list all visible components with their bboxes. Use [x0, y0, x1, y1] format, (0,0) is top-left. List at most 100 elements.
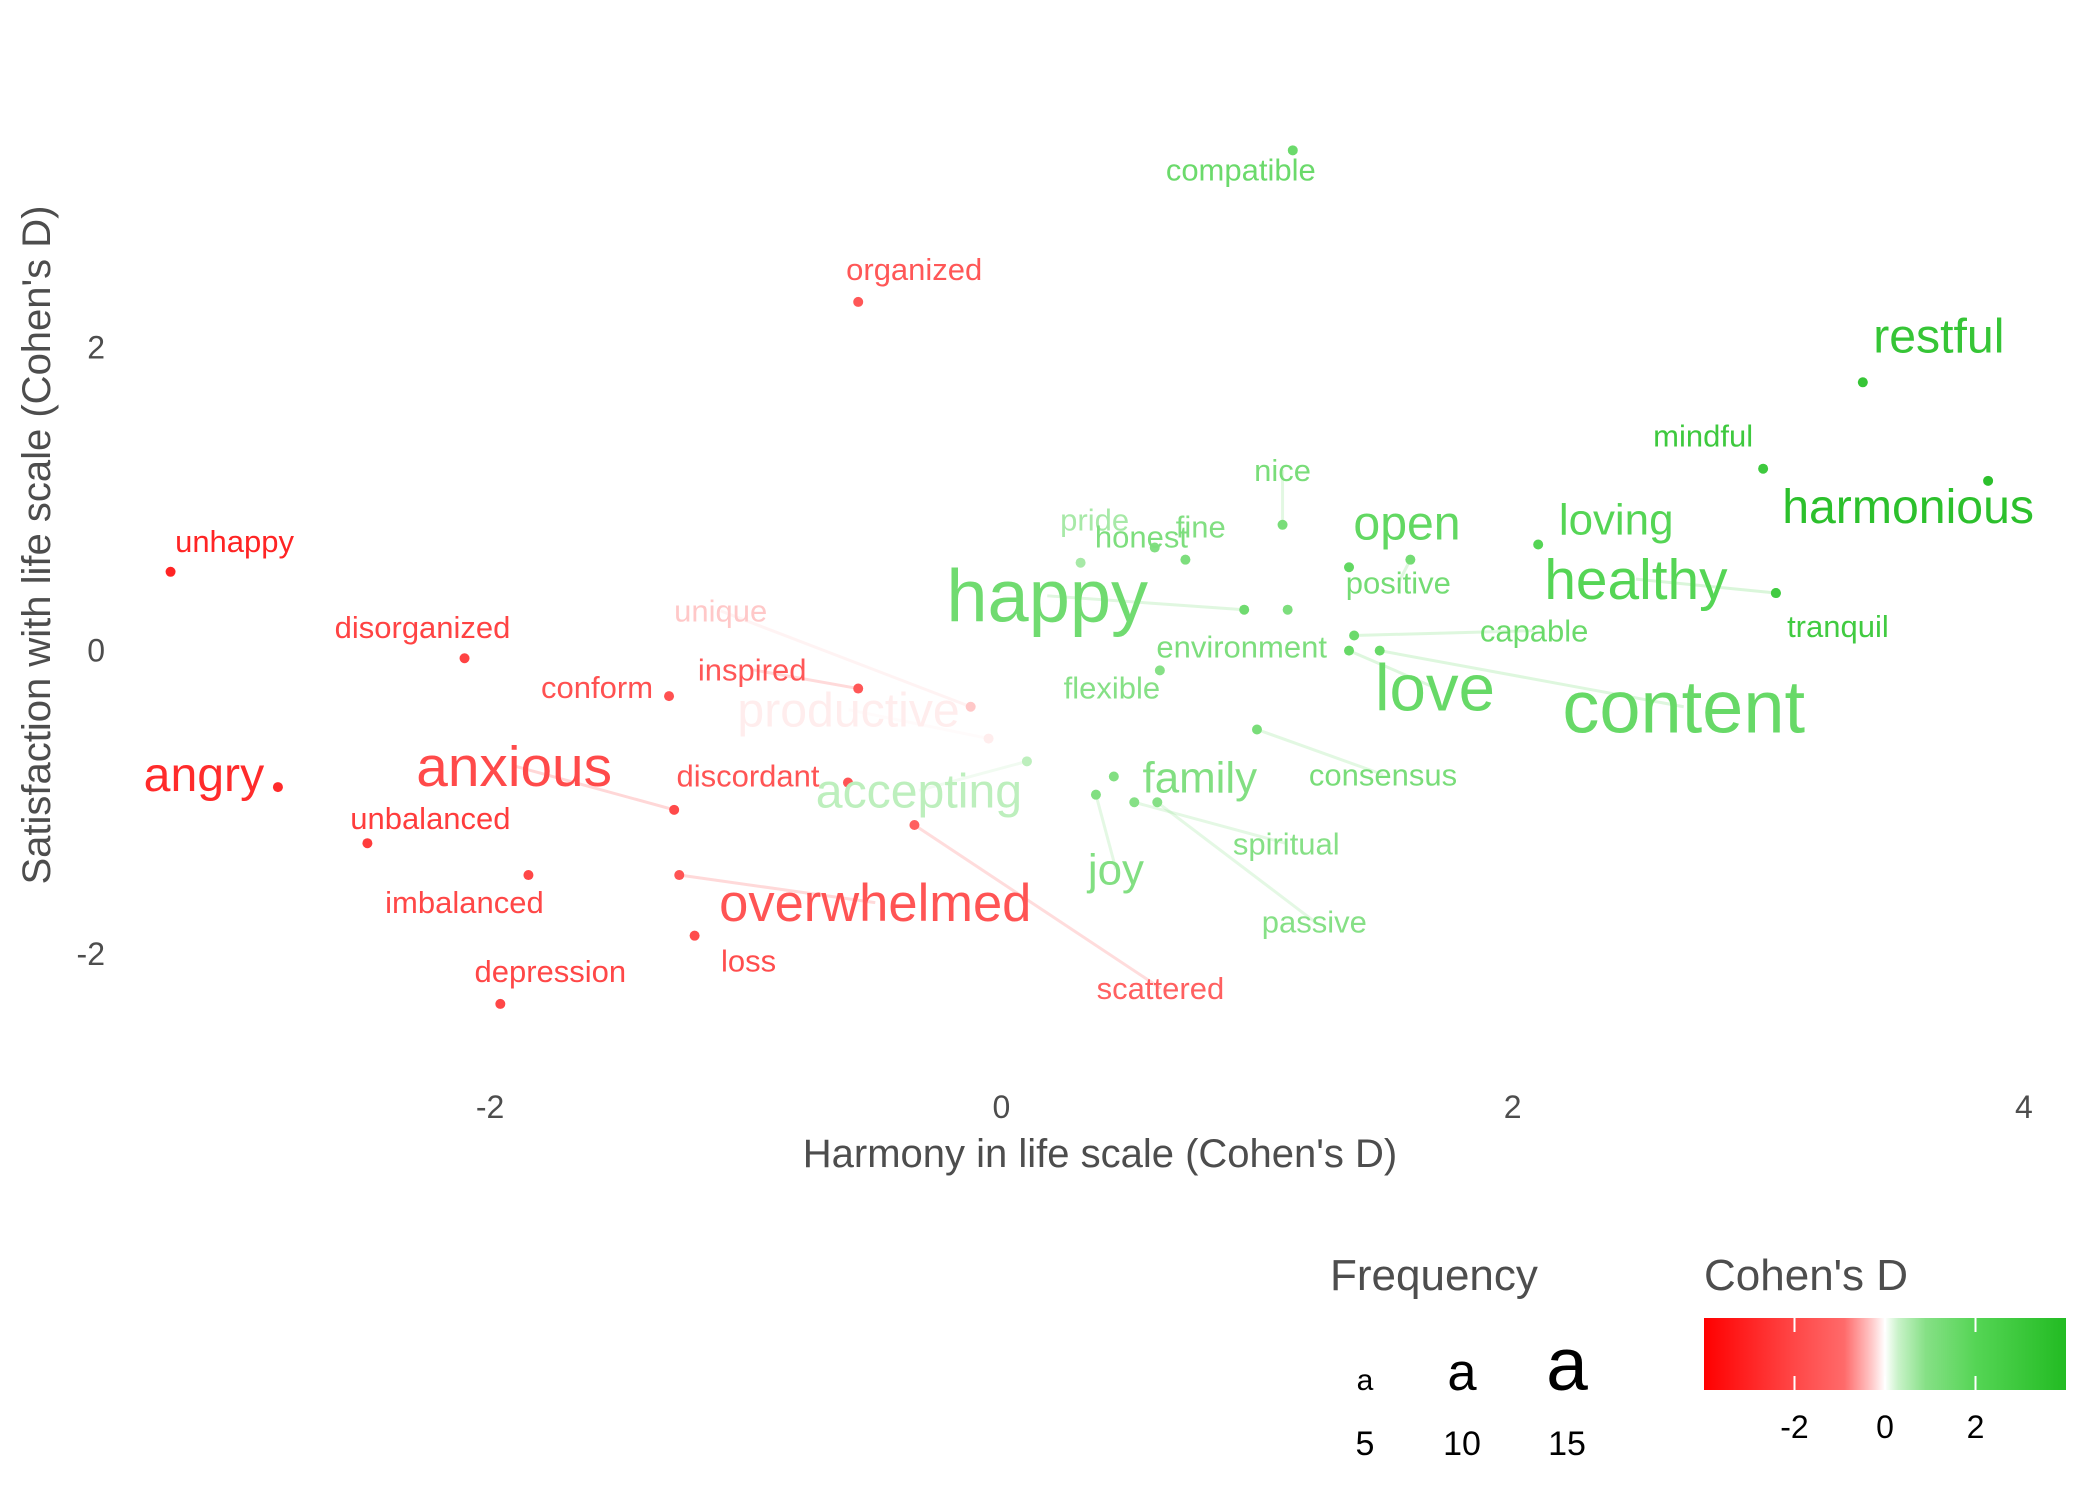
word-label-unhappy: unhappy — [175, 524, 294, 559]
color-legend-title: Cohen's D — [1704, 1251, 1908, 1300]
word-label-angry: angry — [144, 748, 265, 802]
word-label-compatible: compatible — [1166, 152, 1316, 187]
label-connectors — [513, 469, 1777, 990]
point-honest — [1180, 554, 1191, 565]
word-label-scattered: scattered — [1097, 971, 1225, 1006]
word-label-conform: conform — [541, 670, 653, 705]
word-label-loss: loss — [721, 944, 776, 979]
word-label-environment: environment — [1156, 630, 1327, 665]
word-label-family: family — [1143, 753, 1258, 802]
point-discordant — [842, 777, 853, 788]
word-label-unique: unique — [674, 594, 767, 629]
frequency-legend-value: 15 — [1548, 1425, 1586, 1463]
word-label-spiritual: spiritual — [1233, 826, 1340, 861]
point-nice — [1277, 519, 1288, 530]
word-label-pride: pride — [1060, 503, 1129, 538]
word-label-fine: fine — [1176, 510, 1226, 545]
word-labels: compatible organized restful mindful harmoni… — [144, 152, 2034, 1006]
frequency-legend-glyph: a — [1447, 1343, 1477, 1402]
point-loss — [689, 930, 700, 941]
word-label-discordant: discordant — [676, 759, 819, 794]
point-love — [1344, 645, 1355, 656]
y-axis-title: Satisfaction with life scale (Cohen's D) — [15, 205, 59, 884]
frequency-legend-glyph: a — [1546, 1322, 1588, 1406]
point-capable — [1349, 630, 1360, 641]
word-label-restful: restful — [1873, 309, 2004, 363]
y-axis: -2 0 2 — [77, 329, 105, 971]
point-productive — [983, 733, 994, 744]
word-label-nice: nice — [1254, 453, 1311, 488]
x-tick-label: 2 — [1504, 1089, 1522, 1125]
plot-area: compatible organized restful mindful harmoni… — [144, 145, 2034, 1009]
word-label-happy: happy — [946, 555, 1148, 638]
color-legend-ticks: -2 0 2 — [1780, 1318, 1984, 1445]
point-anxious — [669, 804, 680, 815]
x-tick-label: 4 — [2015, 1089, 2033, 1125]
word-label-open: open — [1353, 496, 1460, 550]
word-label-loving: loving — [1559, 496, 1674, 545]
point-angry — [272, 782, 283, 793]
word-label-imbalanced: imbalanced — [385, 885, 544, 920]
x-tick-label: 0 — [992, 1089, 1010, 1125]
point-accepting — [1021, 756, 1032, 767]
word-label-joy: joy — [1086, 846, 1144, 895]
color-legend-tick-label: 0 — [1876, 1409, 1894, 1445]
word-label-passive: passive — [1262, 904, 1367, 939]
point-depression — [495, 998, 506, 1009]
connector-unique — [720, 609, 972, 709]
point-unbalanced — [362, 838, 373, 849]
x-axis: -2 0 2 4 — [476, 1089, 2033, 1125]
frequency-legend-value: 10 — [1443, 1425, 1481, 1463]
word-label-mindful: mindful — [1653, 419, 1753, 454]
point-tranquil — [1770, 588, 1781, 599]
point-fine — [1149, 542, 1160, 553]
word-label-disorganized: disorganized — [335, 610, 511, 645]
color-legend-tick-label: -2 — [1780, 1409, 1808, 1445]
connector-love — [1348, 649, 1436, 690]
point-positive — [1405, 554, 1416, 565]
word-label-flexible: flexible — [1064, 670, 1161, 705]
connector-content — [1379, 649, 1684, 709]
word-label-content: content — [1562, 666, 1805, 749]
y-tick-label: -2 — [77, 936, 105, 972]
data-points — [165, 145, 1994, 1009]
word-label-organized: organized — [846, 252, 982, 287]
connector-accepting — [918, 759, 1028, 792]
word-label-capable: capable — [1480, 613, 1589, 648]
point-unhappy — [165, 566, 176, 577]
connector-spiritual — [1133, 800, 1287, 845]
connector-overwhelmed — [679, 873, 876, 905]
word-label-positive: positive — [1346, 566, 1451, 601]
point-passive — [1152, 797, 1163, 808]
point-pride — [1075, 557, 1086, 568]
color-legend: Cohen's D -2 0 2 — [1704, 1251, 2066, 1445]
y-tick-label: 2 — [87, 329, 105, 365]
x-axis-title: Harmony in life scale (Cohen's D) — [803, 1132, 1398, 1176]
word-label-love: love — [1375, 652, 1495, 725]
word-label-inspired: inspired — [698, 653, 807, 688]
connector-productive — [848, 708, 989, 741]
point-flexible — [1154, 665, 1165, 676]
connector-inspired — [751, 668, 859, 691]
point-happy — [1239, 604, 1250, 615]
connector-capable — [1354, 629, 1535, 637]
point-organized — [853, 296, 864, 307]
connector-consensus — [1256, 728, 1384, 777]
point-unique — [965, 701, 976, 712]
y-tick-label: 0 — [87, 633, 105, 669]
frequency-legend-title: Frequency — [1330, 1251, 1538, 1300]
point-environment — [1282, 604, 1293, 615]
connector-scattered — [913, 823, 1162, 990]
x-tick-label: -2 — [476, 1089, 504, 1125]
point-harmonious — [1983, 475, 1994, 486]
word-label-tranquil: tranquil — [1787, 609, 1889, 644]
frequency-legend-value: 5 — [1356, 1425, 1375, 1463]
point-spiritual — [1129, 797, 1140, 808]
word-label-overwhelmed: overwhelmed — [719, 874, 1031, 933]
point-mindful — [1758, 463, 1769, 474]
point-inspired — [853, 683, 864, 694]
point-content — [1374, 645, 1385, 656]
word-label-productive: productive — [737, 684, 959, 738]
point-scattered — [909, 820, 920, 830]
